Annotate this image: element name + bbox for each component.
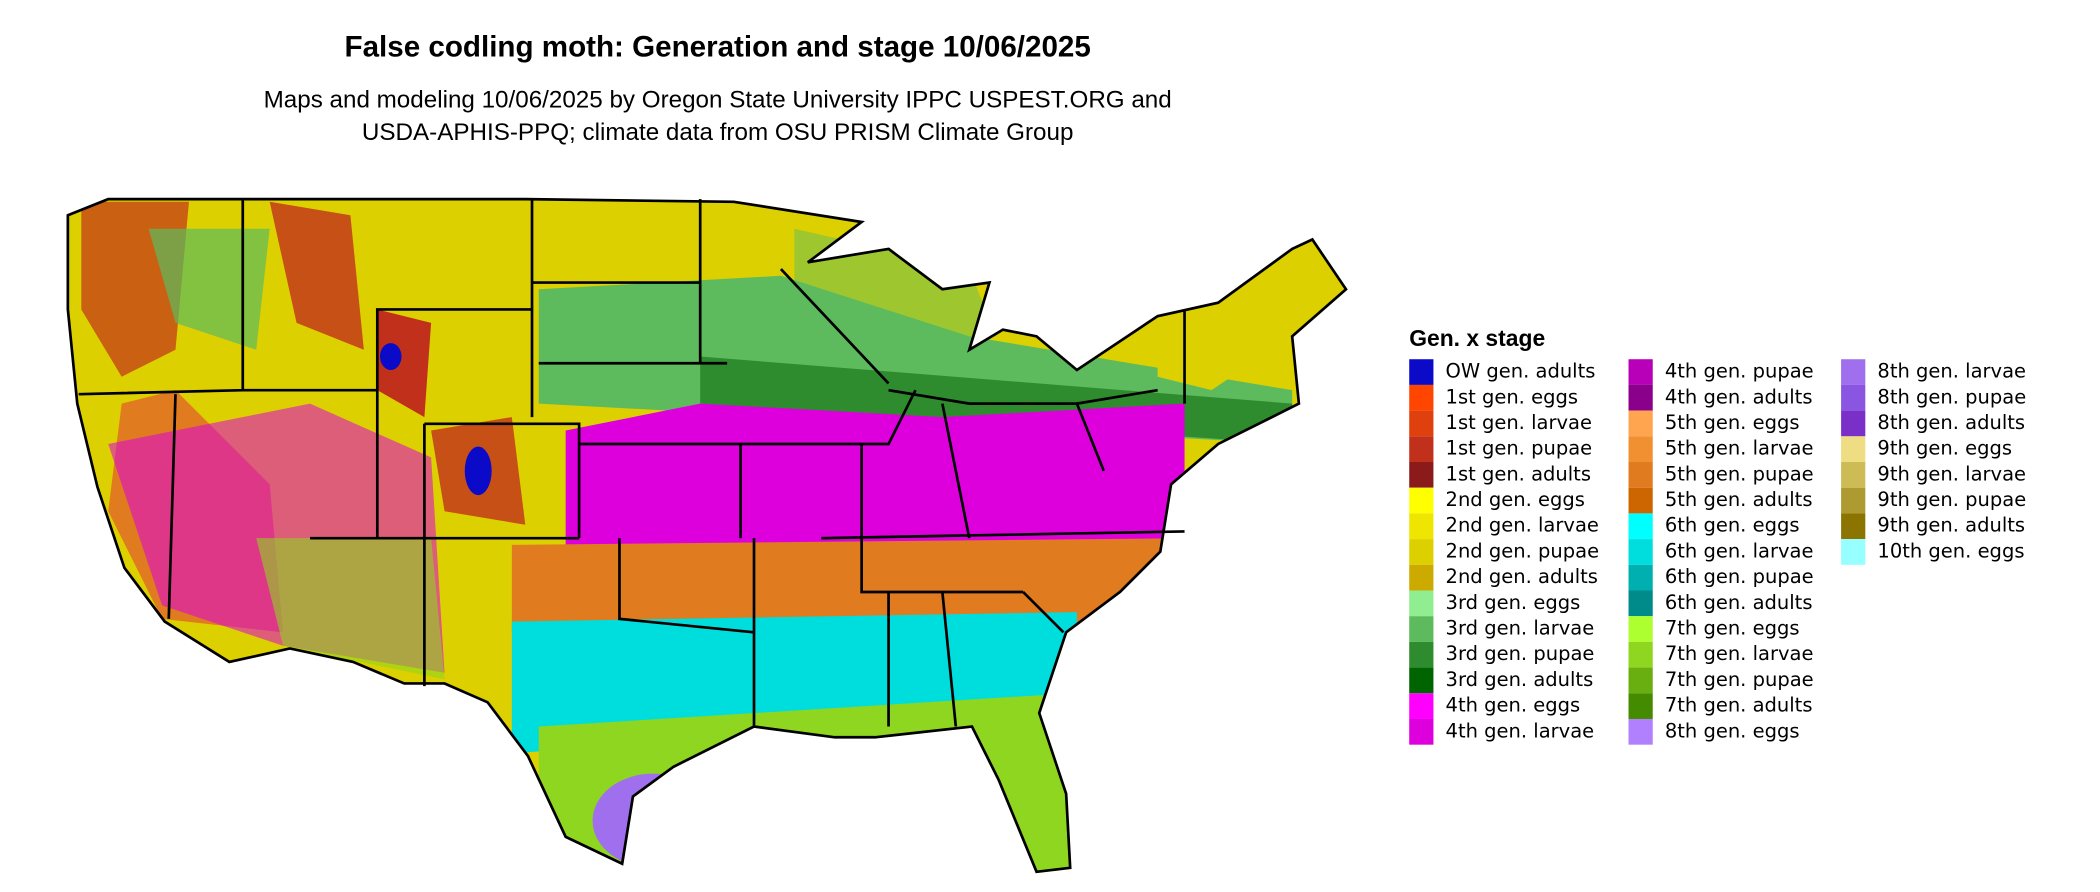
legend-swatch bbox=[1409, 718, 1434, 745]
legend-swatch bbox=[1841, 462, 1866, 488]
legend-label: 9th gen. pupae bbox=[1877, 488, 2026, 511]
legend-swatch bbox=[1409, 384, 1434, 411]
legend-label: 10th gen. eggs bbox=[1877, 539, 2024, 562]
legend-label: 3rd gen. adults bbox=[1446, 668, 1594, 691]
legend-label: 4th gen. eggs bbox=[1446, 694, 1581, 717]
legend-label: 9th gen. eggs bbox=[1877, 437, 2012, 460]
generation-raster bbox=[67, 199, 1346, 872]
legend-swatch bbox=[1409, 539, 1434, 565]
legend-label: 3rd gen. larvae bbox=[1446, 617, 1595, 640]
legend-swatch bbox=[1409, 513, 1434, 540]
legend-label: 9th gen. adults bbox=[1877, 514, 2025, 537]
legend-label: 5th gen. eggs bbox=[1665, 411, 1800, 434]
legend-swatch bbox=[1409, 462, 1434, 488]
legend-label: 3rd gen. eggs bbox=[1446, 591, 1581, 614]
legend-title: Gen. x stage bbox=[1409, 325, 1545, 351]
legend-swatch bbox=[1628, 616, 1653, 642]
legend-label: 8th gen. eggs bbox=[1665, 719, 1800, 742]
legend-label: 5th gen. larvae bbox=[1665, 437, 1814, 460]
legend-swatch bbox=[1409, 410, 1434, 437]
legend-label: 2nd gen. eggs bbox=[1446, 488, 1585, 511]
legend-swatch bbox=[1628, 641, 1653, 668]
legend-label: 9th gen. larvae bbox=[1877, 462, 2026, 485]
legend-swatch bbox=[1628, 564, 1653, 591]
map-title: False codling moth: Generation and stage… bbox=[345, 31, 1091, 64]
legend-swatch bbox=[1841, 410, 1866, 437]
legend-swatch bbox=[1628, 359, 1653, 385]
legend-swatch bbox=[1409, 616, 1434, 642]
legend-swatch bbox=[1409, 693, 1434, 719]
legend-swatch bbox=[1841, 359, 1866, 385]
legend-label: 2nd gen. pupae bbox=[1446, 539, 1600, 562]
legend-label: 2nd gen. larvae bbox=[1446, 514, 1599, 537]
legend-swatch bbox=[1628, 539, 1653, 565]
legend-swatch bbox=[1628, 513, 1653, 540]
legend-label: 3rd gen. pupae bbox=[1446, 642, 1595, 665]
legend-label: 1st gen. larvae bbox=[1446, 411, 1592, 434]
legend-label: 6th gen. adults bbox=[1665, 591, 1813, 614]
legend-swatch bbox=[1628, 667, 1653, 694]
legend-swatch bbox=[1409, 564, 1434, 591]
legend-label: 5th gen. pupae bbox=[1665, 462, 1814, 485]
legend-label: OW gen. adults bbox=[1446, 360, 1596, 383]
legend-swatch bbox=[1409, 487, 1434, 514]
legend-swatch bbox=[1841, 436, 1866, 463]
legend-label: 7th gen. eggs bbox=[1665, 617, 1800, 640]
legend-label: 6th gen. eggs bbox=[1665, 514, 1800, 537]
legend-label: 1st gen. adults bbox=[1446, 462, 1591, 485]
map-subtitle: Maps and modeling 10/06/2025 by Oregon S… bbox=[264, 87, 1172, 114]
legend-swatch bbox=[1628, 693, 1653, 719]
legend-swatch bbox=[1841, 487, 1866, 514]
legend-swatch bbox=[1628, 384, 1653, 411]
legend-swatch bbox=[1628, 590, 1653, 617]
legend-label: 7th gen. pupae bbox=[1665, 668, 1814, 691]
legend-label: 6th gen. larvae bbox=[1665, 539, 1814, 562]
legend-label: 1st gen. pupae bbox=[1446, 437, 1593, 460]
legend-swatch bbox=[1409, 436, 1434, 463]
legend-label: 8th gen. pupae bbox=[1877, 385, 2026, 408]
legend-swatch bbox=[1841, 384, 1866, 411]
legend-swatch bbox=[1628, 718, 1653, 745]
legend-label: 5th gen. adults bbox=[1665, 488, 1813, 511]
legend-label: 7th gen. larvae bbox=[1665, 642, 1814, 665]
legend-label: 8th gen. adults bbox=[1877, 411, 2025, 434]
legend-swatch bbox=[1409, 590, 1434, 617]
legend-swatch bbox=[1841, 513, 1866, 540]
map-subtitle: USDA-APHIS-PPQ; climate data from OSU PR… bbox=[362, 119, 1074, 146]
legend-swatch bbox=[1409, 667, 1434, 694]
legend-swatch bbox=[1628, 462, 1653, 488]
legend-swatch bbox=[1628, 487, 1653, 514]
legend-label: 8th gen. larvae bbox=[1877, 360, 2026, 383]
legend-label: 4th gen. adults bbox=[1665, 385, 1813, 408]
legend-swatch bbox=[1841, 539, 1866, 565]
legend-swatch bbox=[1409, 359, 1434, 385]
legend-label: 1st gen. eggs bbox=[1446, 385, 1578, 408]
state-borders bbox=[66, 197, 1348, 874]
legend-label: 4th gen. pupae bbox=[1665, 360, 1814, 383]
legend-swatch bbox=[1628, 436, 1653, 463]
legend-label: 2nd gen. adults bbox=[1446, 565, 1598, 588]
legend-label: 4th gen. larvae bbox=[1446, 719, 1595, 742]
legend-label: 6th gen. pupae bbox=[1665, 565, 1814, 588]
legend-swatch bbox=[1628, 410, 1653, 437]
legend-label: 7th gen. adults bbox=[1665, 694, 1813, 717]
legend-swatch bbox=[1409, 641, 1434, 668]
